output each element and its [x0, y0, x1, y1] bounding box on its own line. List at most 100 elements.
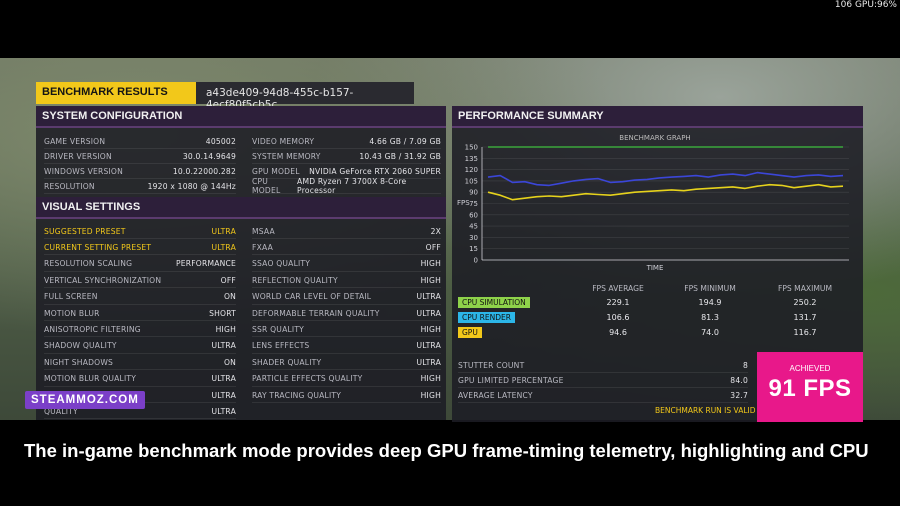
visual-setting-row: RESOLUTION SCALING PERFORMANCE — [44, 258, 236, 270]
visual-setting-row-key: VERTICAL SYNCHRONIZATION — [44, 275, 162, 285]
row-divider — [44, 418, 236, 420]
site-watermark: STEAMMOZ.COM — [25, 391, 145, 409]
visual-setting-row-key: SHADOW QUALITY — [44, 341, 117, 351]
row-divider — [252, 254, 441, 256]
visual-setting-row-value: ON — [223, 357, 236, 367]
visual-setting-row-key: SSAO QUALITY — [252, 259, 311, 269]
visual-setting-row-key: MOTION BLUR — [44, 308, 100, 318]
x-axis-label: TIME — [646, 264, 664, 272]
achieved-fps-badge: ACHIEVED 91 FPS — [757, 352, 863, 422]
benchmark-graph: BENCHMARK GRAPH 0 15 30 45 60 75 90 105 120 135 15… — [455, 132, 855, 274]
system-config-row: WINDOWS VERSION 10.0.22000.282 — [44, 165, 236, 177]
visual-setting-row: FULL SCREEN ON — [44, 291, 236, 303]
visual-setting-row-value: ULTRA — [211, 341, 236, 351]
row-divider — [252, 303, 441, 305]
row-divider — [252, 369, 441, 371]
visual-setting-row: WORLD CAR LEVEL OF DETAIL ULTRA — [252, 291, 441, 303]
visual-setting-row: NIGHT SHADOWS ON — [44, 356, 236, 368]
fps-value: 229.1 — [606, 298, 630, 307]
row-divider — [44, 254, 236, 256]
visual-setting-row-key: REFLECTION QUALITY — [252, 275, 338, 285]
visual-setting-row-value: PERFORMANCE — [175, 259, 236, 269]
fps-row-label: CPU RENDER — [458, 312, 515, 323]
system-config-row-key: DRIVER VERSION — [44, 151, 112, 161]
visual-setting-row-value: HIGH — [420, 324, 441, 334]
row-divider — [44, 270, 236, 272]
system-config-row-value: 405002 — [205, 136, 236, 146]
chart-title: BENCHMARK GRAPH — [619, 134, 691, 142]
visual-setting-row: LENS EFFECTS ULTRA — [252, 340, 441, 352]
visual-setting-row-value: OFF — [425, 242, 441, 252]
fps-value: 194.9 — [698, 298, 722, 307]
system-config-row: VIDEO MEMORY 4.66 GB / 7.09 GB — [252, 135, 441, 147]
row-divider — [44, 352, 236, 354]
visual-setting-row-key: MSAA — [252, 226, 275, 236]
visual-setting-row: SSAO QUALITY HIGH — [252, 258, 441, 270]
row-divider — [44, 369, 236, 371]
system-config-heading: SYSTEM CONFIGURATION — [36, 106, 446, 128]
y-tick-label: 120 — [465, 166, 478, 174]
perf-stat-row-value: 32.7 — [730, 390, 748, 400]
fps-column-header: FPS MAXIMUM — [777, 284, 833, 293]
visual-setting-row-key: NIGHT SHADOWS — [44, 357, 114, 367]
fps-row-label: CPU SIMULATION — [458, 297, 530, 308]
row-divider — [44, 385, 236, 387]
row-divider — [252, 320, 441, 321]
visual-setting-row-value: HIGH — [420, 259, 441, 269]
y-axis-label: FPS — [457, 199, 470, 207]
system-config-row-value: NVIDIA GeForce RTX 2060 SUPER — [309, 166, 441, 176]
visual-setting-row: SSR QUALITY HIGH — [252, 323, 441, 335]
row-divider — [44, 320, 236, 321]
row-divider — [458, 402, 748, 403]
y-tick-label: 0 — [474, 257, 478, 265]
visual-setting-row: MOTION BLUR SHORT — [44, 307, 236, 319]
row-divider — [252, 287, 441, 289]
y-tick-label: 45 — [469, 223, 478, 231]
benchmark-graph-svg: 0 15 30 45 60 75 90 105 120 135 150 FPS TIME — [457, 144, 849, 272]
y-tick-label: 30 — [469, 234, 478, 242]
visual-setting-row: QUALITY ULTRA — [44, 405, 236, 417]
gpu-overlay: 106 GPU:96% — [834, 0, 897, 10]
visual-setting-row-value: ULTRA — [416, 357, 441, 367]
visual-setting-row-value: ULTRA — [416, 292, 441, 302]
system-config-row-key: GPU MODEL — [252, 166, 300, 176]
fps-value: 131.7 — [793, 313, 817, 322]
row-divider — [252, 148, 441, 149]
row-divider — [252, 270, 441, 272]
fps-value: 74.0 — [701, 328, 719, 337]
visual-setting-row-key: FULL SCREEN — [44, 292, 98, 302]
visual-setting-row-value: HIGH — [420, 390, 441, 400]
row-divider — [252, 193, 441, 194]
visual-setting-row: PARTICLE EFFECTS QUALITY HIGH — [252, 373, 441, 385]
y-tick-label: 75 — [469, 200, 478, 208]
visual-setting-row: MSAA 2X — [252, 225, 441, 237]
row-divider — [44, 193, 236, 194]
row-divider — [44, 336, 236, 338]
system-config-row-value: 30.0.14.9649 — [182, 151, 236, 161]
y-tick-label: 60 — [469, 211, 478, 219]
y-tick-label: 150 — [465, 144, 478, 152]
fps-value: 116.7 — [793, 328, 817, 337]
fps-value: 250.2 — [793, 298, 817, 307]
visual-setting-row-key: RESOLUTION SCALING — [44, 259, 133, 269]
left-panel — [36, 106, 446, 420]
row-divider — [252, 336, 441, 338]
video-caption: The in-game benchmark mode provides deep… — [24, 440, 869, 461]
system-config-row-value: AMD Ryzen 7 3700X 8-Core Processor — [297, 177, 407, 195]
system-config-row-key: GAME VERSION — [44, 136, 106, 146]
row-divider — [252, 385, 441, 387]
visual-setting-row: ULTRA — [44, 389, 236, 401]
visual-setting-row-value: ON — [223, 292, 236, 302]
series-line-1 — [487, 171, 844, 187]
visual-setting-row-key: SSR QUALITY — [252, 324, 305, 334]
perf-stat-row-key: AVERAGE LATENCY — [458, 390, 533, 400]
system-config-row-key: WINDOWS VERSION — [44, 166, 123, 176]
row-divider — [252, 352, 441, 354]
perf-stat-row: AVERAGE LATENCY 32.7 — [458, 389, 748, 401]
visual-setting-row: SUGGESTED PRESET ULTRA — [44, 225, 236, 237]
visual-setting-row: VERTICAL SYNCHRONIZATION OFF — [44, 274, 236, 286]
system-config-row: GAME VERSION 405002 — [44, 135, 236, 147]
fps-row-label: GPU — [458, 327, 482, 338]
visual-setting-row-value: ULTRA — [416, 308, 441, 318]
visual-setting-row-key: CURRENT SETTING PRESET — [44, 242, 152, 252]
